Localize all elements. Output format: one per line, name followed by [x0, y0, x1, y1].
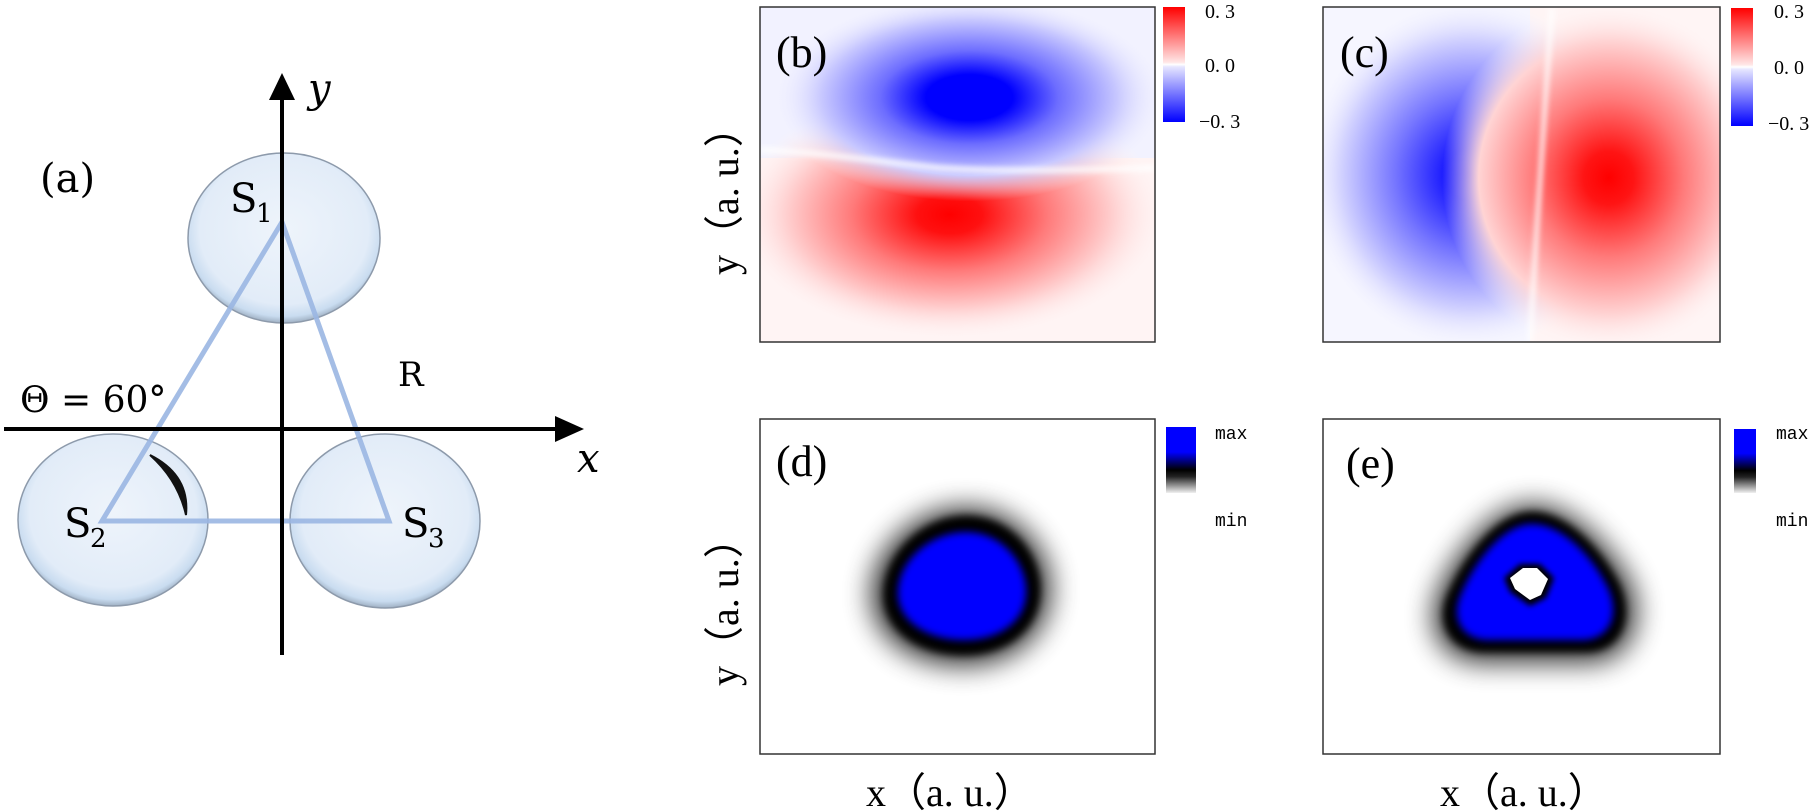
triangle-R: [97, 216, 393, 524]
panel-b-cbar-tick-zero: 0. 0: [1205, 55, 1235, 77]
panel-e-cbar-tick-min: min: [1776, 512, 1808, 532]
svg-text:3: 3: [428, 524, 445, 554]
panel-e-colorbar: [1734, 429, 1756, 493]
site-s1-label: S 1: [230, 176, 273, 229]
svg-text:S: S: [64, 501, 91, 547]
panel-c-heatmap: (c) 0. 3 0. 0 −0. 3: [1322, 1, 1809, 343]
panel-b-ylabel: y（a. u.）: [702, 107, 747, 275]
panel-b-label: (b): [776, 28, 827, 77]
panel-d-xlabel: x（a. u.）: [866, 770, 1034, 811]
panel-d-heatmap: (d) max min y（a. u.） x（a. u.）: [702, 418, 1247, 811]
panel-d-frame: [759, 418, 1156, 755]
panel-d-cbar-tick-min: min: [1215, 512, 1247, 532]
angle-arc-icon: [149, 454, 188, 516]
panel-a-schematic: (a) y x Θ = 60° R S 1 S 2 S 3: [4, 66, 600, 655]
svg-text:1: 1: [256, 199, 273, 229]
panel-d-ylabel: y（a. u.）: [702, 518, 747, 686]
panel-c-cbar-tick-zero: 0. 0: [1774, 57, 1804, 79]
svg-text:2: 2: [90, 524, 107, 554]
panel-c-frame: [1322, 6, 1721, 343]
svg-text:S: S: [402, 501, 429, 547]
panel-e-label: (e): [1346, 439, 1395, 488]
x-axis-label: x: [577, 436, 600, 482]
panel-d-colorbar: [1166, 427, 1196, 493]
panel-b-cbar-tick-max: 0. 3: [1205, 1, 1235, 23]
panel-e-cbar-tick-max: max: [1776, 425, 1808, 445]
panel-c-colorbar: [1731, 8, 1753, 126]
x-axis-arrow-icon: [555, 416, 584, 442]
panel-c-cbar-tick-min: −0. 3: [1768, 113, 1809, 135]
panel-e-xlabel: x（a. u.）: [1440, 770, 1608, 811]
y-axis-arrow-icon: [269, 73, 295, 100]
panel-c-label: (c): [1340, 28, 1389, 77]
panel-d-label: (d): [776, 437, 827, 486]
panel-c-cbar-tick-max: 0. 3: [1774, 1, 1804, 23]
y-axis-label: y: [306, 66, 332, 112]
panel-e-frame: [1322, 418, 1721, 755]
site-s2-label: S 2: [64, 501, 107, 554]
angle-label: Θ = 60°: [20, 380, 166, 421]
panel-b-frame: [759, 6, 1156, 343]
side-R-label: R: [398, 355, 425, 395]
panel-d-cbar-tick-max: max: [1215, 425, 1247, 445]
panel-b-heatmap: (b) 0. 3 0. 0 −0. 3 y（a. u.）: [702, 1, 1240, 343]
panel-b-cbar-tick-min: −0. 3: [1199, 111, 1240, 133]
svg-text:S: S: [230, 176, 257, 222]
site-s3-label: S 3: [402, 501, 445, 554]
panel-b-colorbar: [1163, 7, 1185, 122]
panel-a-label: (a): [40, 156, 95, 202]
panel-e-heatmap: (e) max min x（a. u.）: [1322, 418, 1808, 811]
